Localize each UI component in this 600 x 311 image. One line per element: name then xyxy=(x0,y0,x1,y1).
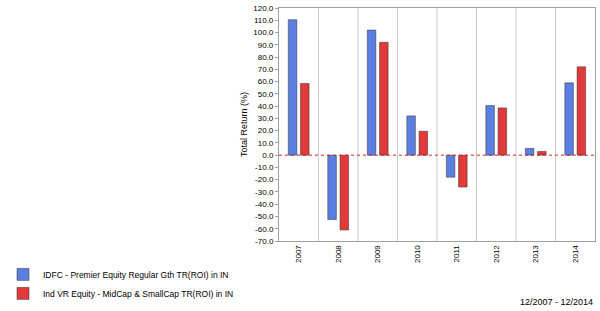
svg-text:Ind VR Equity - MidCap & Small: Ind VR Equity - MidCap & SmallCap TR(ROI… xyxy=(43,289,233,299)
svg-text:-20.0: -20.0 xyxy=(255,175,274,184)
svg-text:50.0: 50.0 xyxy=(258,90,274,99)
svg-text:-30.0: -30.0 xyxy=(255,188,274,197)
svg-text:2012: 2012 xyxy=(492,245,501,263)
svg-text:IDFC - Premier Equity Regular: IDFC - Premier Equity Regular Gth TR(ROI… xyxy=(43,270,228,280)
svg-text:70.0: 70.0 xyxy=(258,65,274,74)
svg-text:2013: 2013 xyxy=(531,245,540,263)
svg-text:2008: 2008 xyxy=(334,245,343,263)
svg-text:-60.0: -60.0 xyxy=(255,225,274,234)
svg-text:30.0: 30.0 xyxy=(258,114,274,123)
svg-text:2007: 2007 xyxy=(294,245,303,263)
svg-text:80.0: 80.0 xyxy=(258,53,274,62)
svg-text:-70.0: -70.0 xyxy=(255,237,274,246)
svg-text:60.0: 60.0 xyxy=(258,77,274,86)
svg-text:100.0: 100.0 xyxy=(253,28,274,37)
svg-text:2011: 2011 xyxy=(452,245,461,263)
svg-text:90.0: 90.0 xyxy=(258,41,274,50)
svg-text:2014: 2014 xyxy=(571,245,580,263)
svg-text:0.0: 0.0 xyxy=(262,151,274,160)
svg-text:-40.0: -40.0 xyxy=(255,200,274,209)
svg-text:20.0: 20.0 xyxy=(258,126,274,135)
svg-text:120.0: 120.0 xyxy=(253,4,274,13)
svg-text:-10.0: -10.0 xyxy=(255,163,274,172)
svg-text:2009: 2009 xyxy=(373,245,382,263)
svg-text:12/2007 - 12/2014: 12/2007 - 12/2014 xyxy=(520,297,593,307)
svg-text:-50.0: -50.0 xyxy=(255,212,274,221)
svg-text:40.0: 40.0 xyxy=(258,102,274,111)
svg-text:10.0: 10.0 xyxy=(258,139,274,148)
svg-text:110.0: 110.0 xyxy=(254,16,274,25)
svg-text:Total Return (%): Total Return (%) xyxy=(239,92,249,157)
svg-text:2010: 2010 xyxy=(413,245,422,263)
